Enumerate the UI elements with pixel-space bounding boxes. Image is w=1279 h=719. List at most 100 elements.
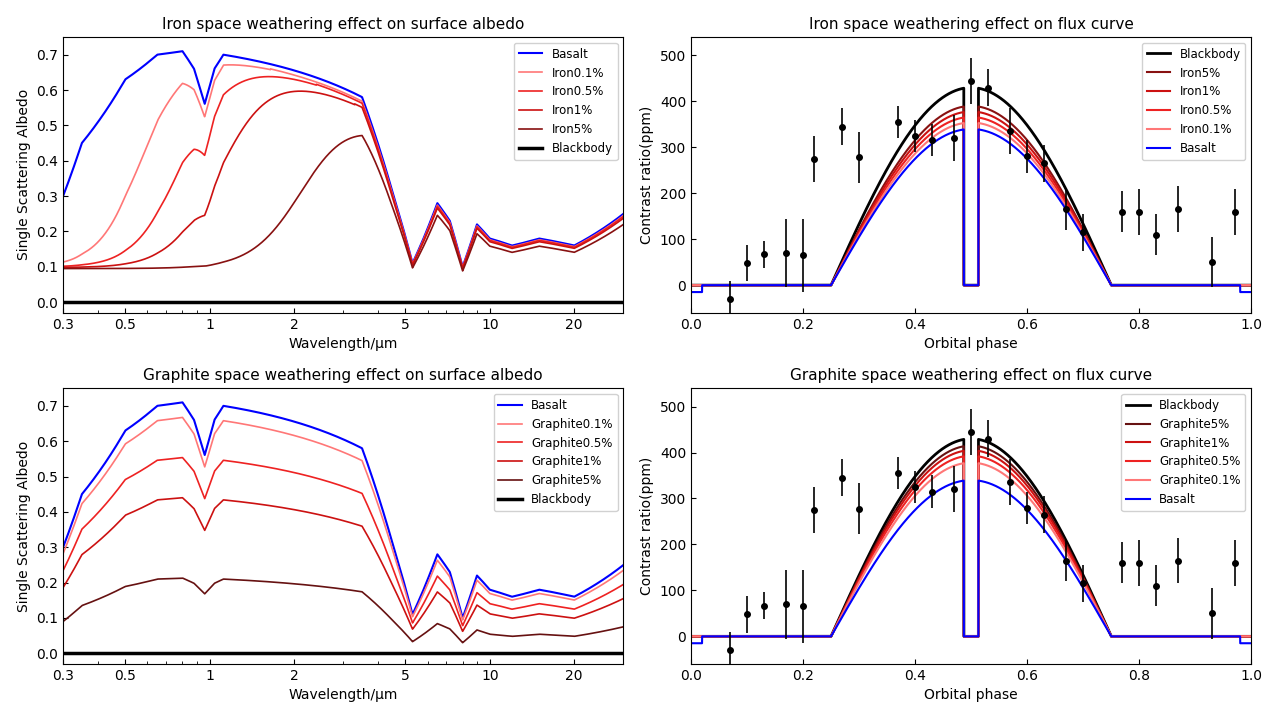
Iron1% [152,247,168,256]
Line: Graphite0.1%: Graphite0.1% [691,463,1251,636]
Iron1% [683,281,698,290]
Basalt [1145,632,1160,641]
Graphite0.5% [455,621,471,630]
Iron5% [1243,281,1259,290]
Basalt [605,569,620,577]
Basalt [294,420,310,429]
Graphite0.5% [683,632,698,641]
Basalt [55,543,70,551]
Graphite0.5% [119,475,134,483]
X-axis label: Orbital phase: Orbital phase [925,688,1018,702]
Basalt [545,237,560,245]
Basalt [683,288,698,296]
Graphite5% [175,574,191,582]
Graphite5% [152,574,168,583]
Basalt [152,50,168,58]
Iron1% [898,152,913,161]
Iron0.1% [615,211,631,220]
Basalt [683,639,698,648]
Iron0.5% [294,77,310,86]
Title: Iron space weathering effect on flux curve: Iron space weathering effect on flux cur… [808,17,1133,32]
Iron0.5% [1243,281,1259,290]
Blackbody [1048,516,1063,525]
Graphite0.5% [785,632,801,641]
Graphite1% [898,495,913,503]
X-axis label: Wavelength/μm: Wavelength/μm [289,688,398,702]
Graphite5% [1243,632,1259,641]
Iron5% [615,220,631,229]
Y-axis label: Single Scattering Albedo: Single Scattering Albedo [17,441,31,612]
Blackbody [683,281,698,290]
Graphite5% [1101,628,1117,636]
Iron0.5% [261,73,276,81]
Iron0.5% [152,203,168,212]
Iron0.5% [957,113,972,122]
Iron0.5% [615,212,631,221]
Line: Graphite1%: Graphite1% [63,498,623,631]
Graphite0.1% [683,632,698,641]
Iron0.5% [545,239,560,247]
Graphite1% [785,632,801,641]
Iron0.5% [898,157,913,165]
X-axis label: Wavelength/μm: Wavelength/μm [289,337,398,351]
Line: Graphite0.5%: Graphite0.5% [63,457,623,626]
Title: Graphite space weathering effect on surface albedo: Graphite space weathering effect on surf… [143,368,544,383]
Basalt [898,165,913,174]
Iron0.1% [898,161,913,170]
Graphite0.1% [615,566,631,574]
Iron0.1% [223,60,238,69]
Basalt [455,613,471,622]
Iron0.1% [545,238,560,247]
Line: Graphite0.1%: Graphite0.1% [63,418,623,620]
Blackbody [785,632,801,641]
Graphite0.1% [294,434,310,442]
Iron1% [615,214,631,222]
Graphite0.5% [615,580,631,589]
Graphite1% [1019,482,1035,490]
Iron5% [55,265,70,273]
Iron0.5% [455,263,471,272]
Graphite5% [957,442,972,451]
Blackbody [898,486,913,495]
Iron1% [957,108,972,116]
Iron5% [1101,277,1117,285]
Basalt [615,209,631,218]
Line: Iron0.5%: Iron0.5% [63,77,623,267]
Line: Basalt: Basalt [691,480,1251,644]
Graphite1% [1243,632,1259,641]
Graphite1% [1101,628,1117,636]
Graphite0.1% [1101,628,1117,636]
Graphite0.5% [898,499,913,508]
Iron0.1% [55,257,70,266]
Basalt [785,281,801,290]
Basalt [615,561,631,569]
Iron0.5% [119,245,134,254]
Graphite1% [55,583,70,592]
Iron5% [957,102,972,111]
Line: Iron0.1%: Iron0.1% [63,65,623,267]
Basalt [270,413,285,421]
Basalt [152,401,168,410]
Graphite5% [785,632,801,641]
Basalt [55,192,70,201]
Graphite0.5% [55,567,70,575]
Iron5% [294,186,310,194]
Iron5% [605,227,620,236]
Basalt [175,47,191,55]
Blackbody [1101,276,1117,285]
Graphite0.1% [1243,632,1259,641]
Blackbody [1101,628,1117,636]
Iron0.5% [55,262,70,270]
Y-axis label: Contrast ratio(ppm): Contrast ratio(ppm) [641,106,654,244]
Basalt [119,74,134,83]
Blackbody [202,298,217,306]
Graphite0.5% [1048,526,1063,535]
Graphite0.1% [785,632,801,641]
Y-axis label: Contrast ratio(ppm): Contrast ratio(ppm) [641,457,654,595]
Graphite0.1% [270,427,285,436]
Basalt [1019,505,1035,514]
Iron1% [605,221,620,230]
Iron0.1% [957,119,972,127]
Line: Iron0.5%: Iron0.5% [691,117,1251,285]
Iron1% [1101,277,1117,285]
